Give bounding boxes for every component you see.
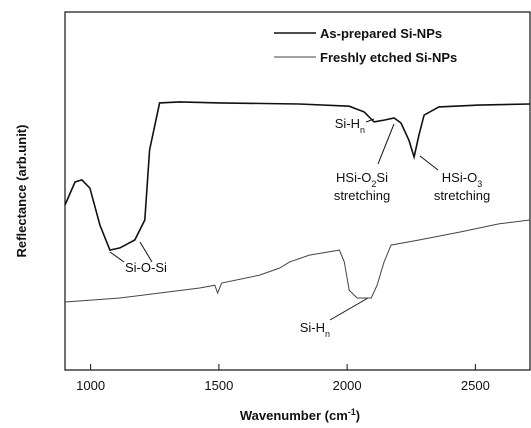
y-axis-label: Reflectance (arb.unit) (14, 125, 29, 258)
plot-frame (64, 11, 531, 371)
annotation-part: 2 (371, 179, 376, 189)
series-line (64, 219, 530, 303)
annotation: Si-Hn (335, 116, 365, 135)
annotation: Si-O-Si (125, 260, 167, 275)
legend-label: As-prepared Si-NPs (320, 26, 442, 41)
annotation: Si-Hn (300, 320, 330, 339)
legend-label: Freshly etched Si-NPs (320, 50, 457, 65)
annotation-part: 3 (477, 179, 482, 189)
annotation-part: Si-O-Si (125, 260, 167, 275)
annotation-part: n (325, 329, 330, 339)
x-tick-label: 1000 (76, 378, 105, 393)
x-tick-label: 2500 (461, 378, 490, 393)
series-line (64, 101, 531, 252)
annotation-arrows (109, 118, 439, 321)
annotation-part: HSi-O (336, 170, 371, 185)
x-axis-label: Wavenumber (cm-1) (240, 407, 360, 423)
annotation-note: stretching (434, 188, 490, 203)
x-axis-label-part: Wavenumber (cm (240, 408, 348, 423)
annotation: HSi-O2Si (336, 170, 388, 189)
annotation-part: Si-H (300, 320, 325, 335)
annotation: HSi-O3 (442, 170, 482, 189)
annotation-part: Si-H (335, 116, 360, 131)
x-axis-label-part: ) (356, 408, 360, 423)
x-tick-label: 2000 (333, 378, 362, 393)
annotation-note: stretching (334, 188, 390, 203)
x-tick-label: 1500 (204, 378, 233, 393)
annotation-part: Si (376, 170, 388, 185)
annotation-part: n (360, 125, 365, 135)
annotation-part: HSi-O (442, 170, 477, 185)
x-axis-label-part: -1 (348, 407, 356, 417)
